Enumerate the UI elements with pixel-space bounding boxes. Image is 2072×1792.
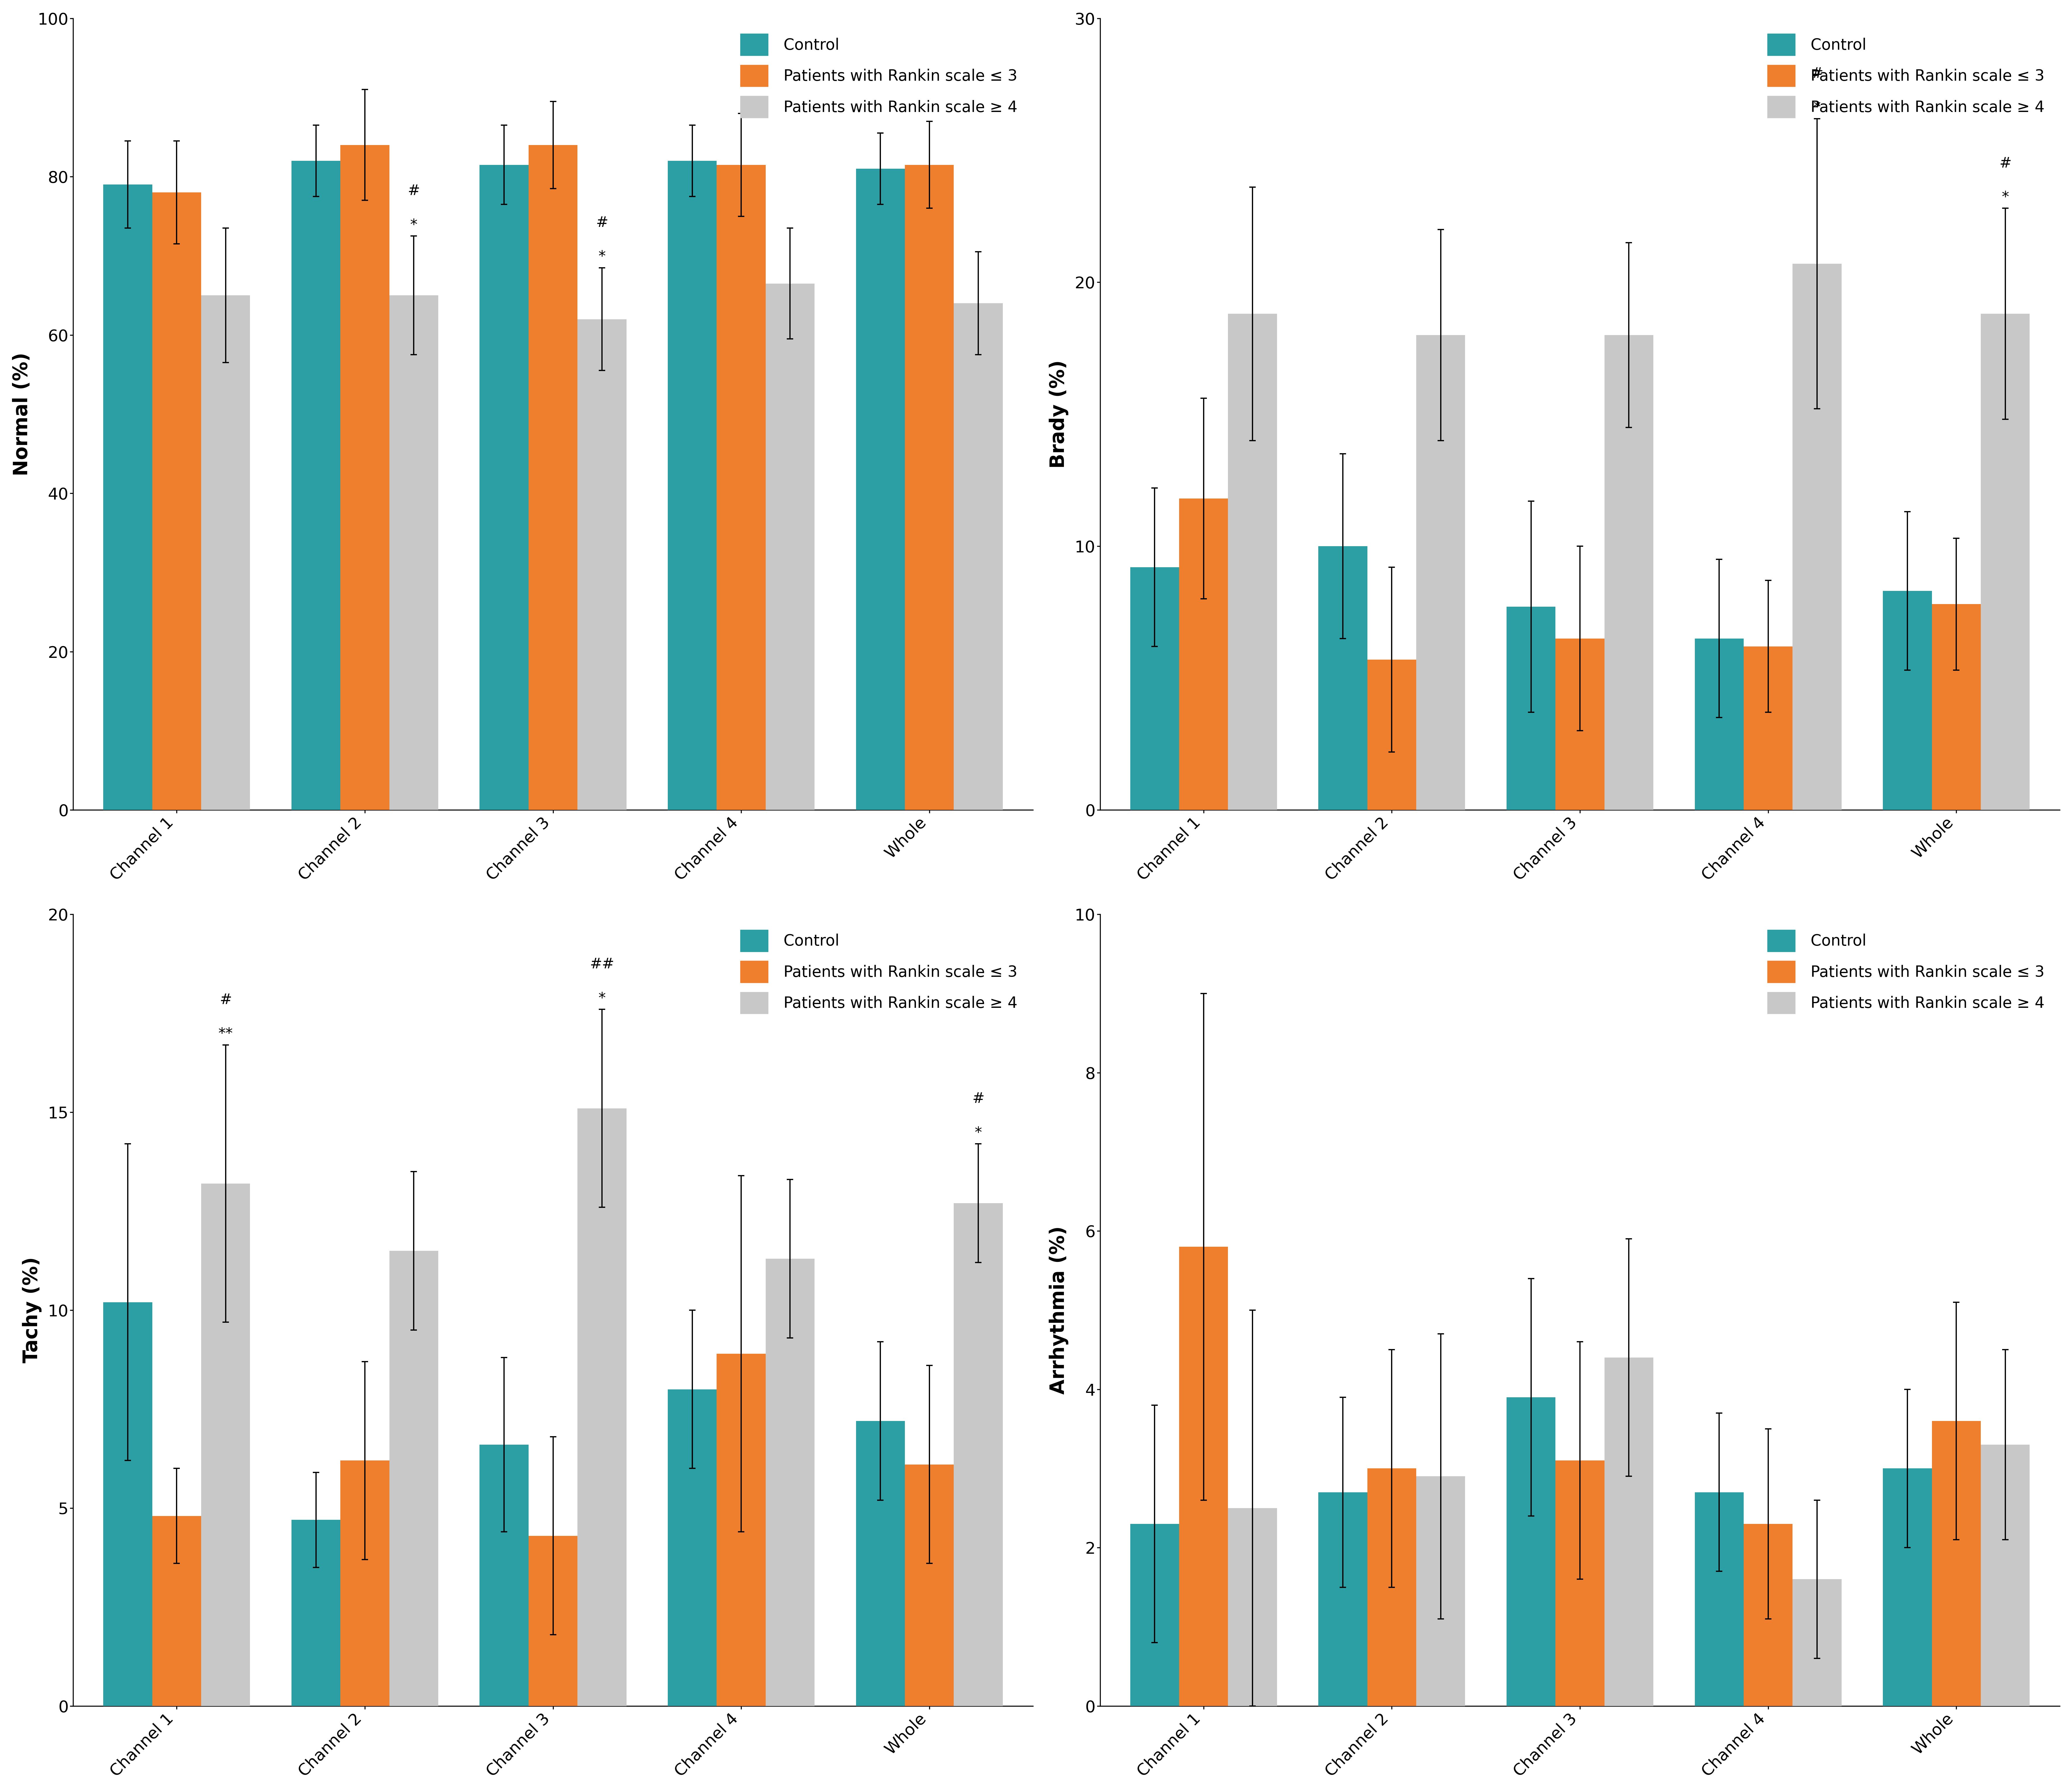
Bar [1981,314,2031,810]
Text: *: * [599,249,605,263]
Bar [767,283,814,810]
Bar [667,161,717,810]
Y-axis label: Tachy (%): Tachy (%) [23,1256,41,1364]
Bar [104,1303,151,1706]
Bar [1745,1523,1792,1706]
Bar [1318,547,1368,810]
Bar [1179,498,1229,810]
Text: #: # [1811,66,1823,81]
Legend: Control, Patients with Rankin scale ≤ 3, Patients with Rankin scale ≥ 4: Control, Patients with Rankin scale ≤ 3,… [733,923,1026,1021]
Bar [479,1444,528,1706]
Bar [1417,1477,1465,1706]
Bar [1981,1444,2031,1706]
Bar [767,1258,814,1706]
Bar [479,165,528,810]
Bar [1604,335,1653,810]
Text: *: * [410,219,416,231]
Bar [905,165,953,810]
Bar [1792,1579,1842,1706]
Bar [578,1107,626,1706]
Bar [905,1464,953,1706]
Legend: Control, Patients with Rankin scale ≤ 3, Patients with Rankin scale ≥ 4: Control, Patients with Rankin scale ≤ 3,… [733,27,1026,125]
Bar [1179,1247,1229,1706]
Bar [578,319,626,810]
Text: #: # [1999,156,2012,170]
Bar [1229,1509,1276,1706]
Bar [1129,568,1179,810]
Text: *: * [599,991,605,1005]
Bar [528,145,578,810]
Bar [151,1516,201,1706]
Bar [1745,647,1792,810]
Bar [717,165,767,810]
Bar [1556,638,1604,810]
Bar [1883,1468,1931,1706]
Text: #: # [597,215,607,229]
Bar [1506,1398,1556,1706]
Text: *: * [974,1125,982,1140]
Bar [1792,263,1842,810]
Bar [390,296,437,810]
Y-axis label: Brady (%): Brady (%) [1048,360,1069,468]
Text: #: # [972,1091,984,1106]
Text: #: # [408,185,421,199]
Legend: Control, Patients with Rankin scale ≤ 3, Patients with Rankin scale ≥ 4: Control, Patients with Rankin scale ≤ 3,… [1759,923,2051,1021]
Y-axis label: Arrhythmia (%): Arrhythmia (%) [1048,1226,1069,1394]
Bar [528,1536,578,1706]
Text: *: * [1813,100,1821,115]
Bar [104,185,151,810]
Bar [1931,604,1981,810]
Bar [1506,607,1556,810]
Bar [1229,314,1276,810]
Bar [151,192,201,810]
Bar [1604,1358,1653,1706]
Bar [667,1389,717,1706]
Bar [390,1251,437,1706]
Bar [1368,659,1417,810]
Bar [1695,638,1745,810]
Bar [1695,1493,1745,1706]
Text: **: ** [218,1027,232,1041]
Bar [340,145,390,810]
Bar [717,1353,767,1706]
Bar [292,1520,340,1706]
Bar [953,1202,1003,1706]
Bar [1318,1493,1368,1706]
Text: *: * [2002,190,2010,204]
Bar [1417,335,1465,810]
Text: #: # [220,993,232,1007]
Bar [1556,1460,1604,1706]
Bar [340,1460,390,1706]
Bar [201,1183,251,1706]
Y-axis label: Normal (%): Normal (%) [12,353,31,477]
Bar [856,168,905,810]
Bar [1129,1523,1179,1706]
Bar [1368,1468,1417,1706]
Bar [953,303,1003,810]
Legend: Control, Patients with Rankin scale ≤ 3, Patients with Rankin scale ≥ 4: Control, Patients with Rankin scale ≤ 3,… [1759,27,2051,125]
Text: ##: ## [591,957,613,971]
Bar [856,1421,905,1706]
Bar [292,161,340,810]
Bar [201,296,251,810]
Bar [1883,591,1931,810]
Bar [1931,1421,1981,1706]
